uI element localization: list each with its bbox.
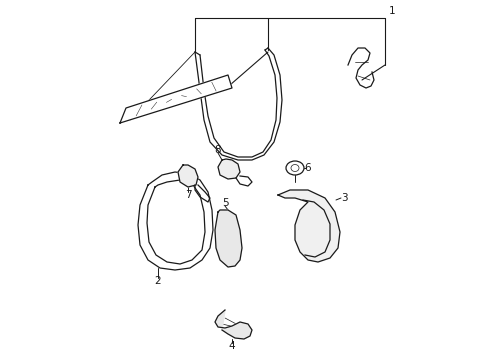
Text: 3: 3 xyxy=(341,193,347,203)
Text: 2: 2 xyxy=(155,276,161,286)
Text: 7: 7 xyxy=(185,190,191,200)
Text: 8: 8 xyxy=(215,145,221,155)
Polygon shape xyxy=(278,190,340,262)
Text: 5: 5 xyxy=(221,198,228,208)
Text: 6: 6 xyxy=(305,163,311,173)
Polygon shape xyxy=(218,159,240,179)
Polygon shape xyxy=(120,75,232,123)
Text: 4: 4 xyxy=(229,341,235,351)
Polygon shape xyxy=(178,165,198,187)
Text: 1: 1 xyxy=(389,6,395,16)
Polygon shape xyxy=(215,210,242,267)
Polygon shape xyxy=(215,310,252,339)
